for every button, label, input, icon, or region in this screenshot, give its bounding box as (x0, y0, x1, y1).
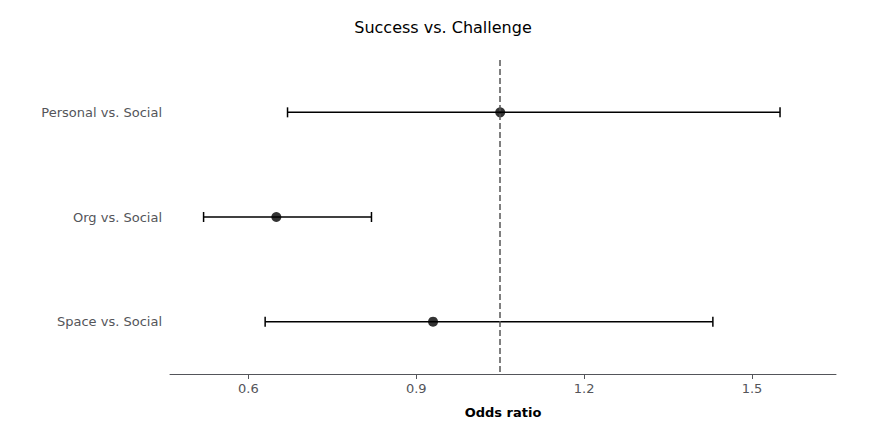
svg-text:0.9: 0.9 (406, 381, 427, 396)
svg-text:Personal vs. Social: Personal vs. Social (41, 105, 162, 120)
svg-text:1.2: 1.2 (574, 381, 595, 396)
svg-text:Space vs. Social: Space vs. Social (57, 314, 162, 329)
svg-text:Org vs. Social: Org vs. Social (73, 210, 162, 225)
svg-text:Odds ratio: Odds ratio (465, 405, 542, 420)
svg-text:Success vs. Challenge: Success vs. Challenge (354, 18, 531, 37)
svg-text:1.5: 1.5 (742, 381, 763, 396)
svg-text:0.6: 0.6 (238, 381, 259, 396)
